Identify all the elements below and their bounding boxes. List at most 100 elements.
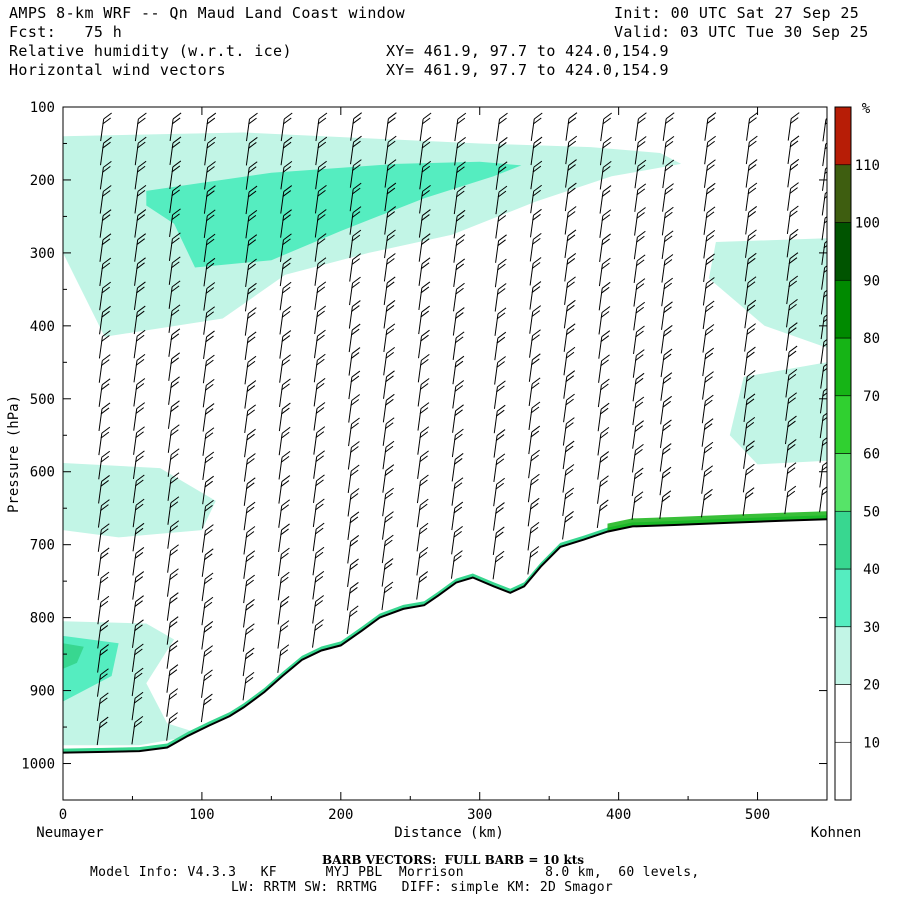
barb-feather — [601, 330, 611, 338]
barb-staff — [242, 653, 247, 677]
barb-feather — [496, 453, 506, 461]
barb-feather — [350, 488, 360, 495]
barb-staff — [131, 698, 136, 721]
barb-feather — [135, 334, 145, 342]
barb-feather — [456, 209, 466, 217]
barb-feather — [316, 238, 326, 246]
barb-feather — [787, 439, 797, 446]
barb-feather — [170, 261, 180, 269]
barb-staff — [167, 454, 172, 477]
barb-feather — [564, 516, 573, 523]
barb-staff — [701, 448, 706, 471]
barb-feather — [746, 416, 756, 424]
barb-staff — [314, 263, 319, 286]
barb-staff — [166, 622, 171, 645]
barb-feather — [350, 511, 360, 519]
barb-feather — [705, 234, 715, 242]
barb-feather — [600, 359, 609, 367]
barb-feather — [100, 668, 109, 676]
barb-staff — [564, 259, 569, 282]
barb-feather — [171, 328, 181, 336]
barb-feather — [351, 234, 361, 242]
barb-feather — [418, 503, 428, 511]
barb-feather — [385, 351, 394, 359]
barb-feather — [133, 720, 143, 728]
barb-staff — [417, 432, 422, 455]
barb-staff — [660, 378, 665, 401]
barb-feather — [532, 329, 541, 337]
barb-feather — [281, 310, 291, 318]
barb-feather — [637, 117, 646, 125]
barb-feather — [135, 383, 145, 390]
colorbar-tick-label: 110 — [855, 158, 880, 174]
barb-staff — [99, 191, 104, 214]
barb-feather — [419, 431, 429, 439]
barb-staff — [633, 331, 638, 355]
colorbar-segment — [834, 741, 852, 801]
y-tick-label: 1000 — [21, 757, 55, 773]
barb-feather — [171, 141, 181, 149]
barb-feather — [746, 370, 756, 377]
barb-feather — [567, 253, 577, 260]
barb-feather — [248, 142, 257, 149]
barb-feather — [101, 523, 110, 531]
barb-staff — [201, 554, 206, 577]
barb-feather — [248, 161, 258, 169]
barb-feather — [387, 135, 397, 143]
barb-feather — [637, 230, 646, 238]
barb-feather — [352, 300, 361, 307]
barb-staff — [562, 470, 567, 493]
barb-feather — [314, 600, 323, 607]
barb-feather — [634, 448, 643, 456]
barb-staff — [418, 215, 423, 238]
barb-feather — [100, 644, 109, 651]
barb-staff — [631, 450, 636, 473]
barb-feather — [495, 458, 505, 466]
barb-feather — [746, 393, 756, 401]
barb-feather — [565, 440, 575, 448]
barb-staff — [562, 493, 567, 517]
barb-feather — [746, 351, 755, 359]
barb-staff — [495, 143, 500, 166]
barb-staff — [96, 698, 101, 721]
barb-feather — [705, 282, 714, 289]
barb-feather — [280, 456, 290, 463]
barb-staff — [99, 239, 104, 262]
barb-feather — [824, 289, 827, 293]
barb-feather — [821, 416, 827, 422]
barb-feather — [203, 626, 213, 633]
barb-feather — [601, 238, 610, 246]
barb-feather — [136, 353, 146, 361]
barb-staff — [134, 263, 139, 286]
barb-staff — [278, 529, 283, 552]
barb-feather — [203, 601, 213, 609]
barb-feather — [703, 470, 712, 478]
barb-staff — [452, 337, 457, 360]
barb-feather — [349, 540, 359, 547]
barb-feather — [787, 397, 796, 405]
barb-feather — [566, 393, 575, 401]
barb-feather — [348, 610, 358, 618]
barb-staff — [134, 191, 139, 214]
barb-feather — [495, 434, 505, 441]
barb-feather — [170, 309, 180, 317]
barb-staff — [660, 402, 665, 425]
x-tick-label: 500 — [745, 807, 770, 823]
barb-feather — [822, 437, 827, 442]
barb-feather — [455, 331, 465, 339]
barb-feather — [136, 165, 146, 173]
barb-feather — [315, 407, 325, 414]
barb-staff — [661, 236, 666, 259]
y-tick-label: 100 — [30, 100, 55, 116]
barb-feather — [100, 571, 110, 579]
barb-staff — [314, 287, 319, 310]
x-tick-label: 200 — [328, 807, 353, 823]
barb-feather — [245, 555, 255, 563]
barb-feather — [205, 238, 215, 246]
barb-staff — [820, 317, 825, 340]
barb-feather — [102, 330, 111, 337]
barb-staff — [492, 557, 497, 580]
barb-staff — [203, 264, 208, 287]
barb-feather — [422, 112, 432, 120]
barb-feather — [244, 676, 254, 684]
